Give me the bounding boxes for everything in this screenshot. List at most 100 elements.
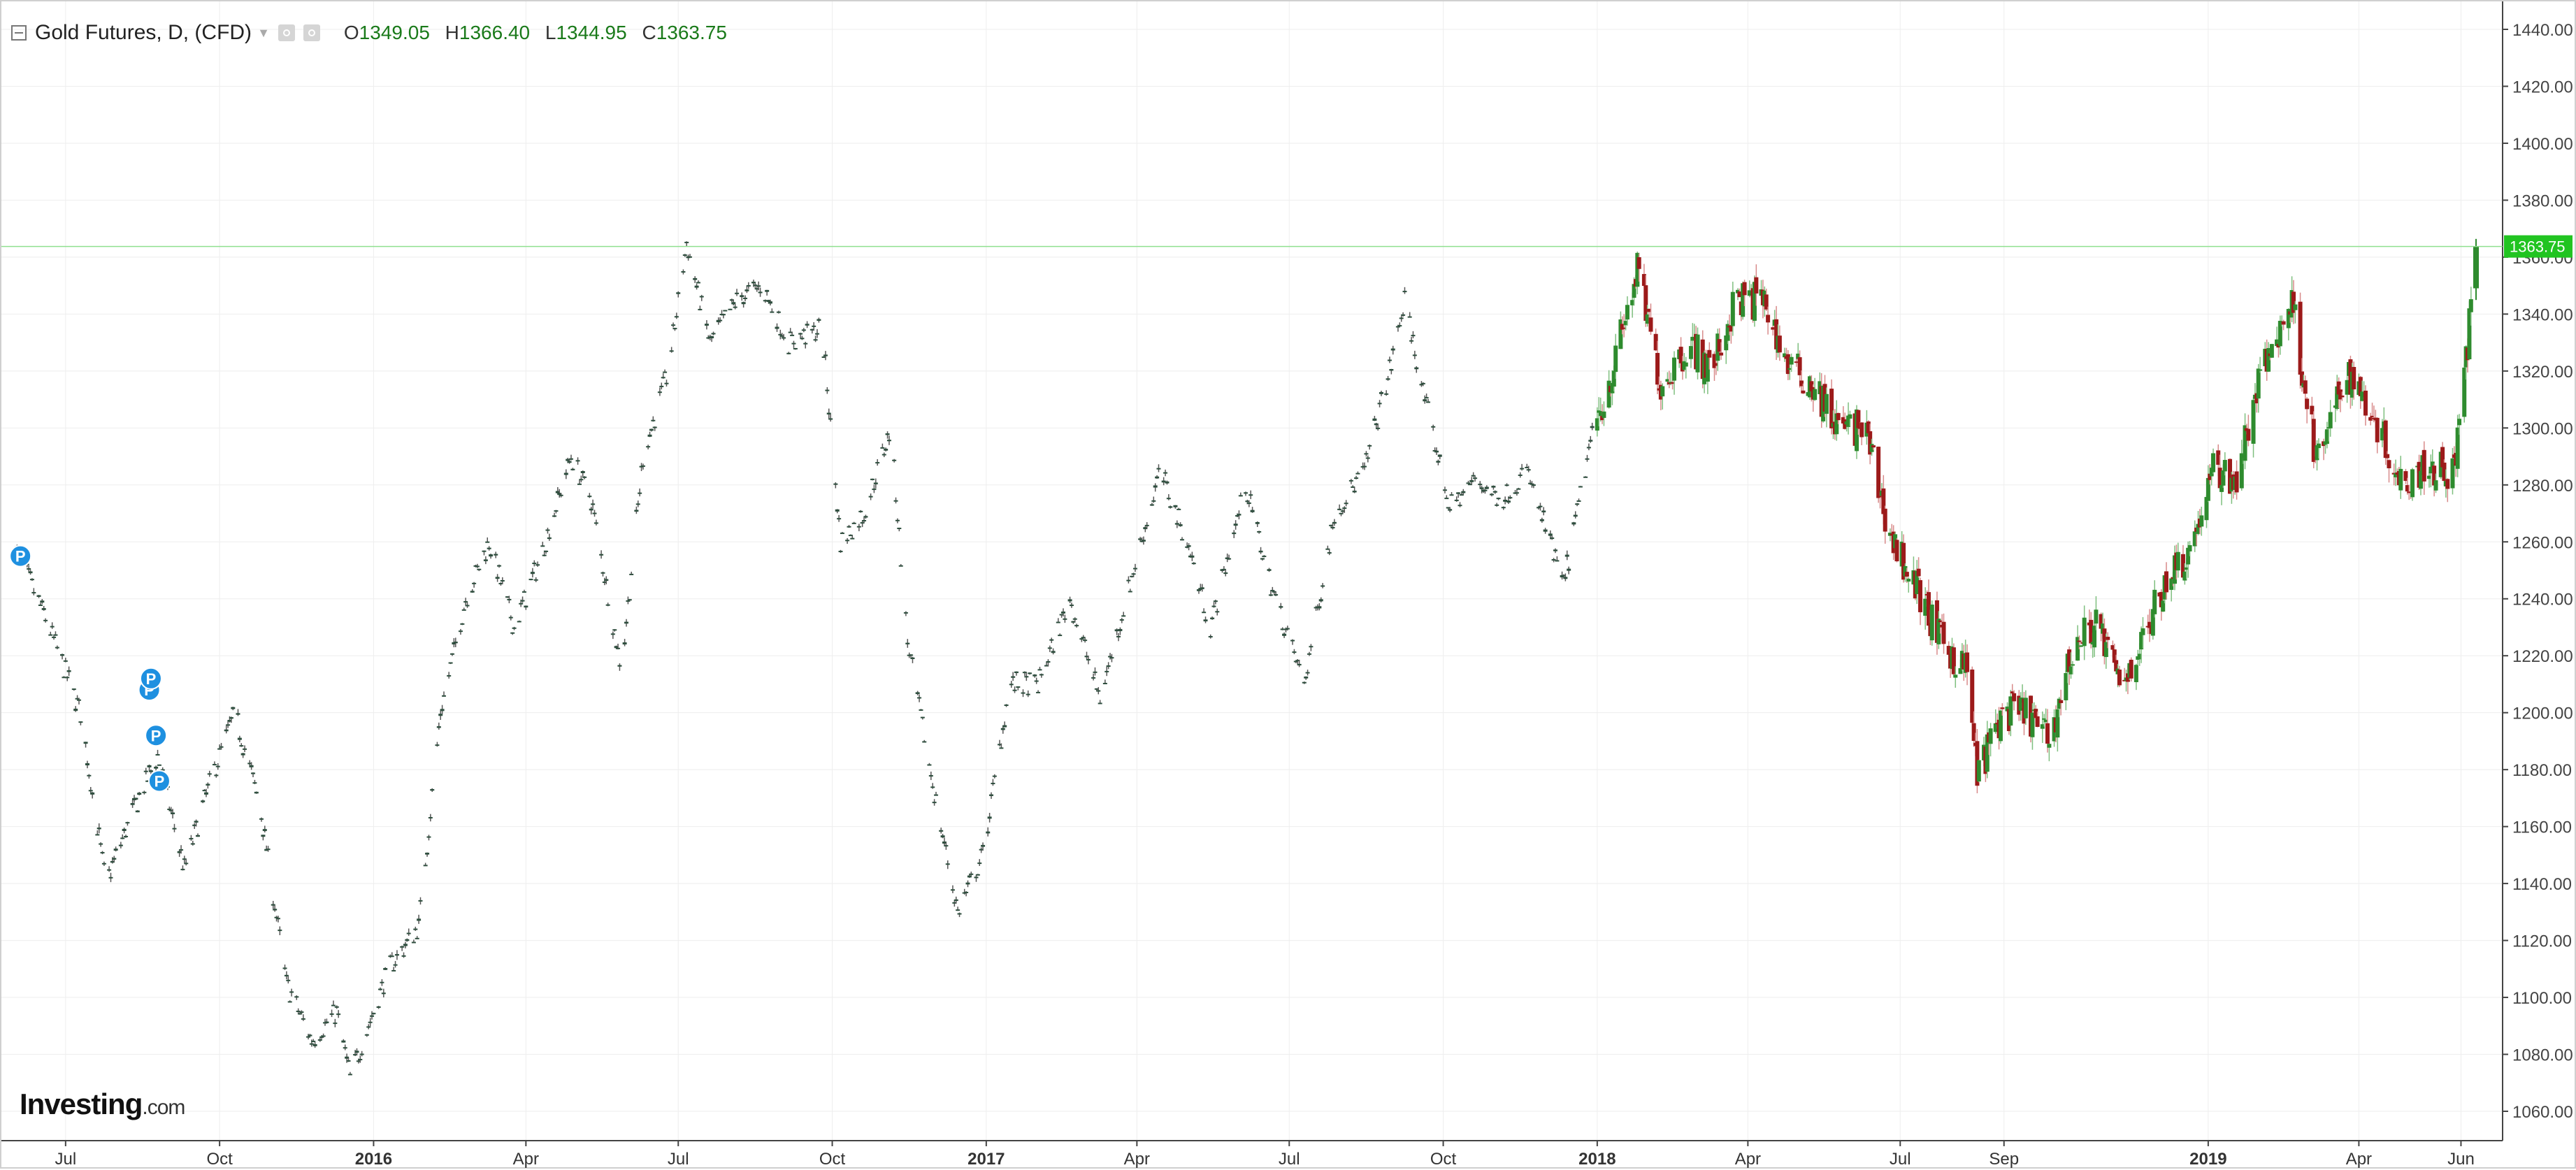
candle-body bbox=[1941, 621, 1946, 644]
candle-body bbox=[495, 577, 500, 579]
candle-body bbox=[1508, 497, 1513, 499]
candle-body bbox=[237, 737, 242, 740]
candle-body bbox=[472, 582, 477, 584]
candle-body bbox=[415, 937, 419, 939]
candle-body bbox=[2228, 458, 2232, 494]
candle-body bbox=[38, 604, 43, 606]
candle-body bbox=[124, 835, 129, 837]
candle-body bbox=[1434, 450, 1439, 453]
candle-body bbox=[2125, 673, 2130, 682]
candle-body bbox=[2467, 308, 2472, 360]
candle-body bbox=[1282, 633, 1287, 636]
candle-body bbox=[627, 599, 632, 601]
candle-body bbox=[299, 1011, 304, 1013]
candle-body bbox=[1871, 445, 1876, 448]
candle-body bbox=[2462, 367, 2467, 417]
event-marker bbox=[147, 770, 171, 793]
candle-body bbox=[1456, 492, 1461, 494]
candle-body bbox=[661, 377, 665, 379]
candle-body bbox=[1004, 705, 1009, 707]
candle-body bbox=[1321, 585, 1325, 587]
candle-body bbox=[870, 478, 875, 480]
candle-body bbox=[2110, 645, 2115, 650]
candle-body bbox=[635, 503, 640, 505]
chevron-down-icon[interactable]: ▼ bbox=[257, 25, 270, 40]
candle-body bbox=[1741, 283, 1746, 317]
y-tick-label: 1340.00 bbox=[2512, 305, 2573, 324]
candle-body bbox=[1215, 611, 1220, 613]
candle-body bbox=[816, 319, 821, 322]
open-label: O bbox=[343, 22, 359, 43]
candle-body bbox=[1495, 504, 1499, 506]
candle-body bbox=[463, 601, 468, 603]
candle-body bbox=[1051, 651, 1056, 653]
candle-body bbox=[1094, 688, 1099, 690]
candle-body bbox=[2187, 544, 2192, 551]
candle-body bbox=[510, 632, 515, 634]
candle-body bbox=[1166, 498, 1171, 500]
candle-body bbox=[919, 709, 923, 711]
candle-body bbox=[1590, 426, 1595, 428]
candle-body bbox=[856, 526, 861, 528]
candle-body bbox=[2164, 571, 2169, 593]
candle-body bbox=[2299, 371, 2304, 386]
candle-body bbox=[214, 774, 219, 777]
candle-body bbox=[2219, 485, 2224, 492]
visibility-icon[interactable] bbox=[278, 24, 295, 41]
candle-body bbox=[2239, 453, 2244, 489]
candle-body bbox=[1530, 483, 1534, 485]
candle-body bbox=[1083, 640, 1088, 642]
candle-body bbox=[1454, 499, 1459, 501]
candle-body bbox=[206, 783, 210, 786]
candle-body bbox=[83, 742, 88, 744]
candle-body bbox=[1526, 469, 1531, 471]
candle-body bbox=[143, 770, 148, 772]
candle-body bbox=[1492, 491, 1497, 493]
candle-body bbox=[944, 845, 949, 847]
candle-body bbox=[1355, 472, 1360, 475]
candle-body bbox=[1951, 647, 1956, 674]
collapse-icon[interactable] bbox=[11, 25, 27, 41]
candle-body bbox=[1144, 524, 1149, 526]
candle-body bbox=[967, 875, 972, 878]
candle-body bbox=[426, 836, 431, 838]
candle-body bbox=[814, 333, 819, 335]
candle-body bbox=[219, 746, 224, 748]
settings-icon[interactable] bbox=[303, 24, 320, 41]
candle-body bbox=[1653, 333, 1658, 351]
candle-body bbox=[1365, 457, 1370, 459]
x-tick-label: Oct bbox=[1430, 1150, 1457, 1169]
candle-body bbox=[519, 602, 524, 605]
candle-body bbox=[1131, 573, 1136, 575]
candle-body bbox=[676, 292, 681, 294]
last-price-badge bbox=[2504, 235, 2573, 258]
candle-body bbox=[345, 1056, 350, 1059]
candle-body bbox=[2311, 419, 2316, 462]
candle-body bbox=[1538, 505, 1543, 507]
candle-body bbox=[405, 939, 410, 941]
candle-body bbox=[2018, 698, 2023, 711]
candle-body bbox=[2147, 621, 2152, 628]
candle-body bbox=[147, 765, 152, 767]
candle-body bbox=[413, 928, 418, 930]
candle-body bbox=[2275, 339, 2280, 347]
symbol-title[interactable]: Gold Futures, D, (CFD) bbox=[35, 21, 252, 44]
candle-body bbox=[2385, 454, 2390, 458]
candle-body bbox=[616, 647, 621, 649]
candle-body bbox=[442, 695, 447, 697]
candle-body bbox=[710, 335, 714, 339]
candle-body bbox=[333, 1023, 338, 1025]
candle-body bbox=[28, 571, 33, 574]
candle-body bbox=[612, 629, 617, 631]
candle-body bbox=[813, 339, 818, 341]
candle-body bbox=[1058, 635, 1063, 637]
candle-body bbox=[1119, 619, 1124, 621]
high-label: H bbox=[445, 22, 459, 43]
candle-body bbox=[1270, 590, 1275, 592]
candle-body bbox=[1348, 479, 1353, 482]
event-marker bbox=[145, 724, 168, 747]
candle-body bbox=[1419, 384, 1424, 386]
candle-body bbox=[575, 460, 580, 462]
candle-body bbox=[1936, 619, 1941, 644]
